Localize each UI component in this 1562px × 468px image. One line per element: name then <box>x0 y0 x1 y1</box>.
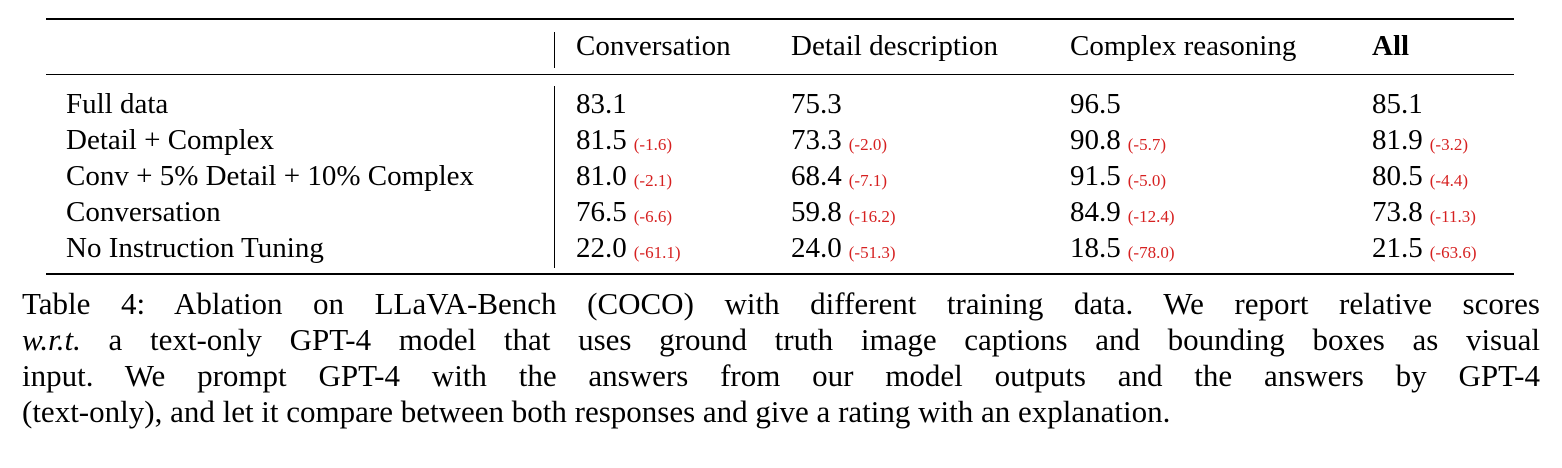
table-cell: 91.5 (-5.0) <box>1070 158 1166 199</box>
score-value: 90.8 <box>1070 124 1121 156</box>
table-cell: 75.3 <box>791 86 842 122</box>
table-cell: 81.9 (-3.2) <box>1372 122 1468 163</box>
score-value: 91.5 <box>1070 160 1121 192</box>
caption-line-3: input. We prompt GPT-4 with the answers … <box>22 358 1540 393</box>
score-delta: (-11.3) <box>1429 207 1476 226</box>
score-value: 68.4 <box>791 160 842 192</box>
score-value: 24.0 <box>791 232 842 264</box>
caption-wrt: w.r.t. <box>22 322 81 357</box>
table-cell: 21.5 (-63.6) <box>1372 230 1476 271</box>
score-delta: (-16.2) <box>848 207 896 226</box>
table-top-rule <box>46 18 1514 20</box>
header-complex-reasoning: Complex reasoning <box>1070 30 1297 62</box>
score-value: 18.5 <box>1070 232 1121 264</box>
table-cell: 84.9 (-12.4) <box>1070 194 1174 235</box>
score-delta: (-6.6) <box>633 207 672 226</box>
table-cell: 24.0 (-51.3) <box>791 230 895 271</box>
score-value: 83.1 <box>576 88 627 120</box>
table-cell: 73.8 (-11.3) <box>1372 194 1476 235</box>
column-separator <box>554 86 555 268</box>
table-cell: 90.8 (-5.7) <box>1070 122 1166 163</box>
table-cell: 59.8 (-16.2) <box>791 194 895 235</box>
table-cell: 18.5 (-78.0) <box>1070 230 1174 271</box>
score-delta: (-12.4) <box>1127 207 1175 226</box>
row-label: No Instruction Tuning <box>66 232 324 264</box>
score-value: 76.5 <box>576 196 627 228</box>
score-delta: (-2.1) <box>633 171 672 190</box>
header-conversation: Conversation <box>576 30 731 62</box>
score-delta: (-78.0) <box>1127 243 1175 262</box>
score-delta: (-1.6) <box>633 135 672 154</box>
score-value: 85.1 <box>1372 88 1423 120</box>
table-cell: 68.4 (-7.1) <box>791 158 887 199</box>
table-cell: 81.5 (-1.6) <box>576 122 672 163</box>
score-value: 75.3 <box>791 88 842 120</box>
caption-line-2: w.r.t. a text-only GPT-4 model that uses… <box>22 322 1540 358</box>
table-caption: Table 4: Ablation on LLaVA-Bench (COCO) … <box>22 286 1540 430</box>
score-value: 22.0 <box>576 232 627 264</box>
table-cell: 80.5 (-4.4) <box>1372 158 1468 199</box>
table-cell: 96.5 <box>1070 86 1121 122</box>
score-value: 81.0 <box>576 160 627 192</box>
row-label: Conversation <box>66 196 221 228</box>
score-delta: (-51.3) <box>848 243 896 262</box>
caption-line-4: (text-only), and let it compare between … <box>22 394 1171 429</box>
row-label: Detail + Complex <box>66 124 275 156</box>
caption-line-2-text: a text-only GPT-4 model that uses ground… <box>80 322 1540 357</box>
score-value: 59.8 <box>791 196 842 228</box>
score-value: 73.8 <box>1372 196 1423 228</box>
table-cell: 85.1 <box>1372 86 1423 122</box>
score-value: 73.3 <box>791 124 842 156</box>
table-cell: 83.1 <box>576 86 627 122</box>
row-label: Conv + 5% Detail + 10% Complex <box>66 160 475 192</box>
score-value: 81.5 <box>576 124 627 156</box>
score-delta: (-4.4) <box>1429 171 1468 190</box>
score-delta: (-5.7) <box>1127 135 1166 154</box>
score-value: 84.9 <box>1070 196 1121 228</box>
header-detail-description: Detail description <box>791 30 998 62</box>
row-label: Full data <box>66 88 169 120</box>
score-delta: (-2.0) <box>848 135 887 154</box>
table-header-rule <box>46 74 1514 75</box>
score-value: 81.9 <box>1372 124 1423 156</box>
score-delta: (-63.6) <box>1429 243 1477 262</box>
header-all: All <box>1372 30 1410 62</box>
table-cell: 76.5 (-6.6) <box>576 194 672 235</box>
score-value: 96.5 <box>1070 88 1121 120</box>
caption-line-1: Table 4: Ablation on LLaVA-Bench (COCO) … <box>22 286 1540 321</box>
score-value: 80.5 <box>1372 160 1423 192</box>
score-value: 21.5 <box>1372 232 1423 264</box>
column-separator <box>554 32 555 68</box>
table-bottom-rule <box>46 273 1514 275</box>
table-cell: 73.3 (-2.0) <box>791 122 887 163</box>
score-delta: (-61.1) <box>633 243 681 262</box>
table-cell: 81.0 (-2.1) <box>576 158 672 199</box>
score-delta: (-3.2) <box>1429 135 1468 154</box>
table-cell: 22.0 (-61.1) <box>576 230 680 271</box>
score-delta: (-7.1) <box>848 171 887 190</box>
score-delta: (-5.0) <box>1127 171 1166 190</box>
